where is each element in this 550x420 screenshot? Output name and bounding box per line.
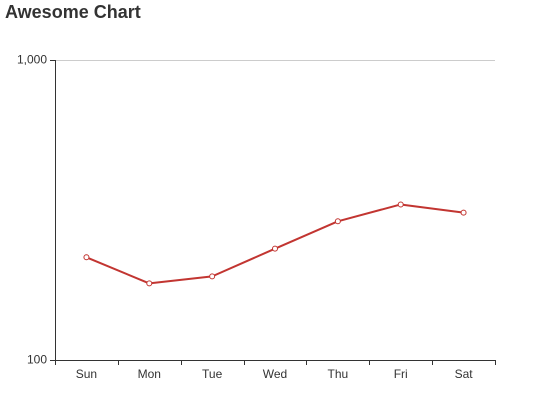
chart-title: Awesome Chart [5, 2, 141, 22]
data-point [83, 254, 90, 261]
axis-layer: 100 1,000 Sun Mon Tue Wed Thu Fri Sat [17, 53, 496, 381]
x-tick-label: Thu [328, 367, 349, 381]
x-tick-label: Tue [202, 367, 223, 381]
data-point [397, 201, 404, 208]
x-tick-label: Sat [455, 367, 474, 381]
data-point [460, 209, 467, 216]
data-point [272, 245, 278, 252]
x-tick-label: Mon [138, 367, 161, 381]
x-tick-label: Sun [76, 367, 97, 381]
data-point [146, 280, 153, 287]
data-point [334, 218, 341, 225]
data-point [209, 273, 216, 280]
y-tick-label: 100 [27, 353, 47, 367]
series-line [85, 203, 465, 285]
series-layer [83, 201, 467, 287]
y-tick-label: 1,000 [17, 53, 47, 67]
x-tick-label: Wed [263, 367, 287, 381]
x-tick-label: Fri [394, 367, 408, 381]
